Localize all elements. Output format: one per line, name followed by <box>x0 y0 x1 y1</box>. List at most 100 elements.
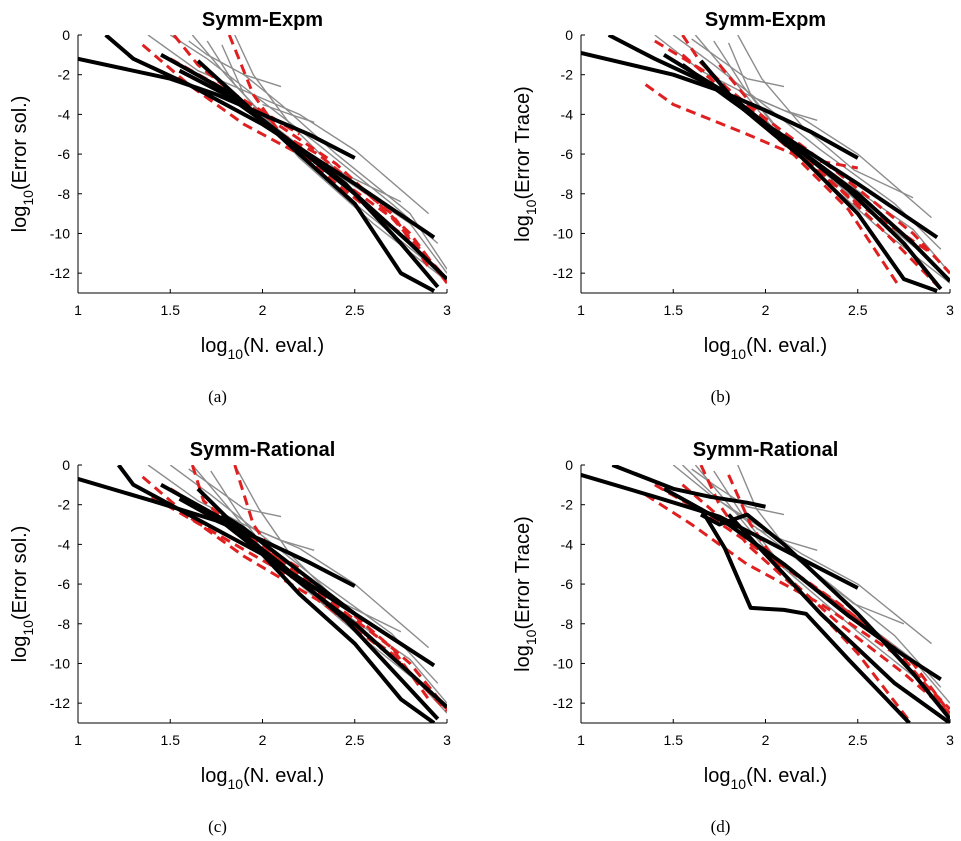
gray-series-line-6 <box>691 38 785 88</box>
black-series-line-13 <box>611 465 766 509</box>
black-series-line-16 <box>699 512 950 721</box>
black-series-line-16 <box>178 496 447 709</box>
x-tick-label: 1.5 <box>161 732 181 748</box>
gray-series-line-0 <box>147 35 430 215</box>
y-tick-label: -2 <box>58 67 71 83</box>
y-tick-label: -8 <box>561 616 574 632</box>
y-axis-label-rest: (Error Trace) <box>512 86 534 199</box>
y-tick-label: -2 <box>58 497 71 513</box>
x-axis-label: log10(N. eval.) <box>201 335 324 362</box>
y-tick-label: -2 <box>561 497 574 513</box>
x-tick-label: 2 <box>762 302 770 318</box>
y-tick-label: -10 <box>553 655 573 671</box>
y-axis-label-base: log <box>9 206 31 233</box>
x-axis-label-base: log <box>201 765 228 787</box>
y-axis-label-rest: (Error sol.) <box>9 526 31 620</box>
x-tick-label: 1 <box>74 732 82 748</box>
y-axis-label-base: log <box>512 215 534 242</box>
y-tick-label: -6 <box>58 146 71 162</box>
black-series-line-13 <box>116 465 436 668</box>
y-tick-label: -8 <box>58 616 71 632</box>
y-axis-label: log10(Error Trace) <box>512 516 539 672</box>
y-axis-label-subscript: 10 <box>523 629 539 645</box>
black-series-line-17 <box>220 512 357 616</box>
red-series-line-12 <box>172 35 301 136</box>
black-series-line-15 <box>104 35 436 240</box>
y-tick-label: -6 <box>561 576 574 592</box>
y-tick-label: -2 <box>561 67 574 83</box>
black-series-line-14 <box>663 487 942 681</box>
gray-series-line-7 <box>756 97 818 121</box>
y-tick-label: -4 <box>561 536 574 552</box>
x-axis-label-base: log <box>704 765 731 787</box>
y-tick-label: 0 <box>565 27 573 43</box>
gray-series-line-8 <box>243 74 447 270</box>
y-axis-label-subscript: 10 <box>20 190 36 206</box>
x-tick-label: 2.5 <box>848 302 868 318</box>
x-tick-label: 2 <box>259 302 267 318</box>
black-series-line-18 <box>178 68 447 281</box>
y-tick-label: -12 <box>50 695 70 711</box>
panel-caption: (b) <box>711 387 731 406</box>
red-series-line-9 <box>169 487 447 711</box>
gray-series-line-1 <box>169 35 439 244</box>
x-tick-label: 3 <box>946 302 954 318</box>
black-series-line-15 <box>699 507 911 723</box>
y-tick-label: 0 <box>565 457 573 473</box>
y-tick-label: -8 <box>58 186 71 202</box>
y-tick-label: -4 <box>561 106 574 122</box>
chart-title: Symm-Rational <box>693 439 839 461</box>
x-tick-label: 1 <box>577 302 585 318</box>
x-axis-label-rest: (N. eval.) <box>243 335 324 357</box>
panel-caption: (d) <box>711 817 731 836</box>
gray-series-line-1 <box>672 35 942 250</box>
black-series-line-15 <box>196 487 436 723</box>
chart-title: Symm-Expm <box>705 9 826 31</box>
x-tick-label: 3 <box>946 732 954 748</box>
x-tick-label: 3 <box>443 302 451 318</box>
y-axis-label-subscript: 10 <box>20 620 36 636</box>
chart-title: Symm-Rational <box>190 439 336 461</box>
x-tick-label: 2.5 <box>345 302 365 318</box>
y-axis-label: log10(Error Trace) <box>512 86 539 242</box>
panel-a: 1 1.5 2 2.5 30-2-4-6-8-10-12Symm-Expmlog10(N… <box>9 9 451 406</box>
series-group <box>581 35 950 293</box>
y-tick-label: -12 <box>50 265 70 281</box>
y-axis-label-rest: (Error Trace) <box>512 516 534 629</box>
y-tick-label: -6 <box>58 576 71 592</box>
x-tick-label: 2.5 <box>848 732 868 748</box>
x-tick-label: 1.5 <box>161 302 181 318</box>
y-tick-label: 0 <box>62 27 70 43</box>
x-axis-label-subscript: 10 <box>228 776 244 792</box>
panel-d: 1 1.5 2 2.5 3 0 -2 -4 -6 -8 -10 -12 Symm-Rational log… <box>512 439 954 836</box>
x-tick-label: 2 <box>259 732 267 748</box>
y-tick-label: -10 <box>50 225 70 241</box>
gray-series-line-6 <box>756 527 818 551</box>
red-series-line-8 <box>151 495 430 701</box>
black-series-line-17 <box>196 59 436 293</box>
x-axis-label-subscript: 10 <box>228 346 244 362</box>
panel-caption: (c) <box>208 817 227 836</box>
gray-series-line-6 <box>188 40 282 88</box>
panel-b: 1 1.5 2 2.5 30-2-4-6-8-10-12Symm-Expmlog10(N… <box>512 9 954 406</box>
x-axis-label: log10(N. eval.) <box>704 765 827 792</box>
x-axis-label-rest: (N. eval.) <box>746 335 827 357</box>
series-group <box>78 35 447 293</box>
red-series-line-11 <box>169 57 447 284</box>
plot-area <box>78 35 447 293</box>
y-tick-label: -4 <box>58 536 71 552</box>
y-axis-label: log10(Error sol.) <box>9 96 36 233</box>
gray-series-line-5 <box>188 468 282 518</box>
y-axis-label-base: log <box>9 636 31 663</box>
y-tick-label: -10 <box>553 225 573 241</box>
black-series-line-13 <box>581 50 859 160</box>
x-tick-label: 1 <box>577 732 585 748</box>
panel-caption: (a) <box>208 387 227 406</box>
gray-series-line-7 <box>262 103 315 123</box>
x-tick-label: 1 <box>74 302 82 318</box>
x-tick-label: 1.5 <box>664 302 684 318</box>
black-series-line-17 <box>727 513 950 723</box>
gray-series-line-5 <box>691 468 785 516</box>
red-series-line-12 <box>718 63 900 286</box>
x-tick-label: 3 <box>443 732 451 748</box>
